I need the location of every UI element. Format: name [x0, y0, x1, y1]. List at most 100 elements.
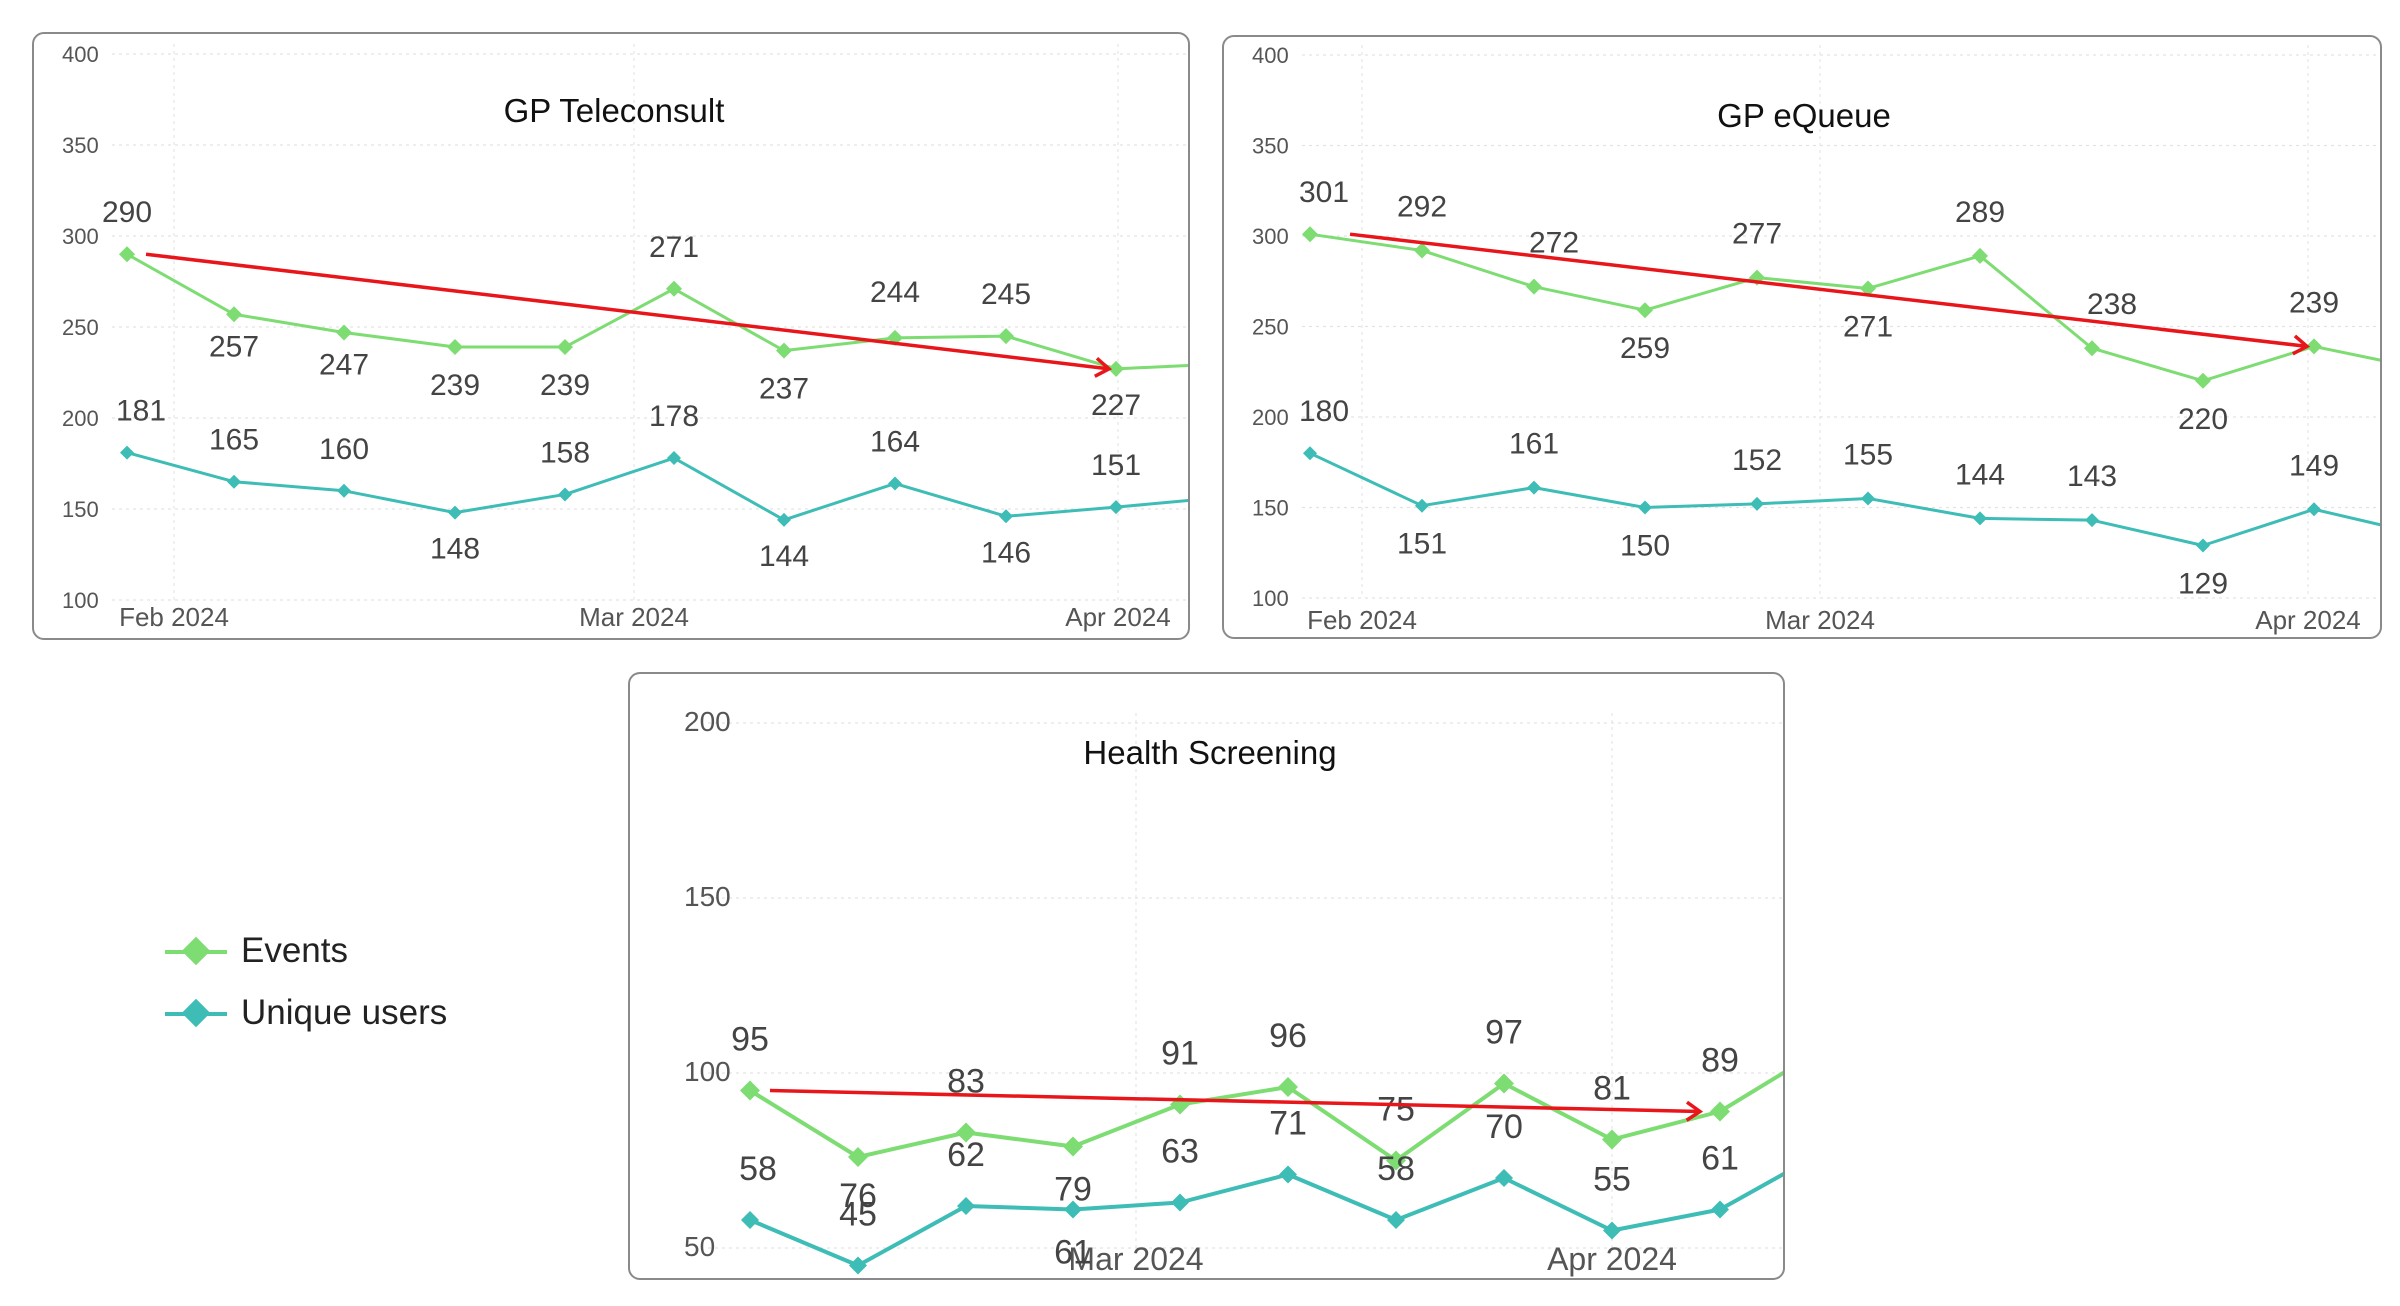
data-label: 91	[1161, 1035, 1199, 1073]
data-label: 75	[1377, 1091, 1415, 1129]
y-tick-label: 200	[1252, 405, 1289, 430]
data-point-unique-users	[337, 483, 351, 498]
chart-gp-equeue: 100 150 200 250 300 350 400 Feb 2024 Mar 2024 Apr…	[1222, 35, 2382, 639]
data-point-unique-users	[558, 487, 572, 502]
chart-gp-teleconsult: 100 150 200 250 300 350 400 Feb 2024 Mar 2024 Apr…	[32, 32, 1190, 640]
data-label: 244	[870, 276, 920, 309]
trend-arrow-head	[1094, 357, 1113, 378]
legend-marker-events	[165, 931, 227, 971]
data-label: 149	[2289, 449, 2339, 482]
chart-gp-teleconsult-svg: 100 150 200 250 300 350 400 Feb 2024 Mar 2024 Apr…	[62, 42, 1188, 632]
data-point-events	[2084, 340, 2100, 357]
trend-arrow-line	[145, 252, 1110, 371]
data-label: 62	[947, 1136, 985, 1174]
data-label: 151	[1397, 528, 1447, 561]
data-label: 89	[1701, 1042, 1739, 1080]
data-label: 181	[116, 395, 166, 428]
data-point-unique-users	[1064, 1200, 1082, 1219]
data-label: 58	[1377, 1150, 1415, 1188]
data-label: 144	[1955, 458, 2005, 491]
trend-arrow-line	[769, 1088, 1701, 1114]
data-label: 96	[1269, 1017, 1307, 1055]
x-tick-label: Apr 2024	[2255, 605, 2361, 635]
y-tick-label: 200	[62, 406, 99, 431]
data-label: 144	[759, 540, 809, 573]
data-label: 150	[1620, 530, 1670, 563]
x-tick-label: Mar 2024	[1765, 605, 1875, 635]
trend-arrow-line	[1349, 232, 2308, 349]
trend-arrow-head	[1685, 1100, 1704, 1122]
data-point-unique-users	[1861, 491, 1875, 506]
y-tick-label: 200	[684, 706, 731, 737]
data-label: 259	[1620, 332, 1670, 365]
data-point-unique-users	[448, 505, 462, 520]
data-point-unique-users	[777, 512, 791, 527]
y-tick-label: 250	[62, 315, 99, 340]
data-label: 165	[209, 424, 259, 457]
data-label: 81	[1593, 1070, 1631, 1108]
data-point-unique-users	[1109, 500, 1123, 515]
data-label: 289	[1955, 196, 2005, 229]
y-tick-label: 250	[1252, 315, 1289, 340]
data-point-unique-users	[888, 476, 902, 491]
data-point-unique-users	[1603, 1221, 1621, 1240]
data-point-events	[1637, 302, 1653, 319]
data-label: 160	[319, 433, 369, 466]
chart-health-screening: 50 100 150 200 Mar 2024 Apr 2024 Health Screen…	[628, 672, 1785, 1280]
data-point-unique-users	[1527, 480, 1541, 495]
data-point-events	[2195, 372, 2211, 389]
series-line-events	[1309, 232, 2380, 383]
data-point-unique-users	[957, 1197, 975, 1215]
x-tick-label: Apr 2024	[1065, 602, 1171, 632]
data-point-events	[998, 328, 1014, 345]
data-label: 164	[870, 426, 920, 459]
chart-title: GP eQueue	[1717, 97, 1891, 134]
data-point-events	[740, 1080, 760, 1101]
data-label: 271	[649, 231, 699, 264]
y-tick-label: 150	[1252, 496, 1289, 521]
data-point-events	[1602, 1129, 1622, 1150]
y-tick-label: 400	[1252, 43, 1289, 68]
data-point-events	[1302, 226, 1318, 243]
data-point-events	[226, 306, 242, 323]
data-point-unique-users	[1638, 500, 1652, 515]
data-point-events	[1386, 1150, 1406, 1171]
data-point-events	[848, 1147, 868, 1167]
data-point-events	[956, 1122, 976, 1143]
data-point-unique-users	[2196, 538, 2210, 553]
data-label: 238	[2087, 288, 2137, 321]
data-point-unique-users	[120, 445, 134, 460]
data-label: 272	[1529, 227, 1579, 260]
data-point-events	[776, 342, 792, 359]
x-tick-label: Feb 2024	[119, 602, 229, 632]
data-label: 290	[102, 196, 152, 229]
data-point-events	[1414, 242, 1430, 259]
data-label: 61	[1054, 1234, 1092, 1272]
data-label: 237	[759, 373, 809, 406]
data-label: 178	[649, 400, 699, 433]
data-label: 180	[1299, 395, 1349, 428]
data-label: 239	[2289, 286, 2339, 319]
legend: Events Unique users	[165, 920, 447, 1044]
data-label: 63	[1161, 1133, 1199, 1171]
data-point-unique-users	[1495, 1169, 1513, 1187]
chart-gp-equeue-svg: 100 150 200 250 300 350 400 Feb 2024 Mar 2024 Apr…	[1252, 43, 2380, 635]
data-point-unique-users	[1415, 498, 1429, 513]
data-point-events	[1860, 280, 1876, 297]
x-tick-label: Mar 2024	[579, 602, 689, 632]
data-point-events	[1526, 278, 1542, 295]
data-point-events	[1063, 1136, 1083, 1157]
data-point-unique-users	[741, 1211, 759, 1229]
data-point-events	[447, 339, 463, 356]
chart-title: GP Teleconsult	[504, 92, 725, 129]
x-tick-label: Mar 2024	[1068, 1241, 1203, 1277]
data-label: 97	[1485, 1014, 1523, 1052]
y-tick-label: 350	[1252, 134, 1289, 159]
data-label: 239	[540, 369, 590, 402]
data-label: 277	[1732, 218, 1782, 251]
data-label: 158	[540, 436, 590, 469]
data-label: 161	[1509, 428, 1559, 461]
y-tick-label: 50	[684, 1231, 715, 1262]
data-point-unique-users	[1750, 496, 1764, 511]
y-tick-label: 300	[62, 224, 99, 249]
